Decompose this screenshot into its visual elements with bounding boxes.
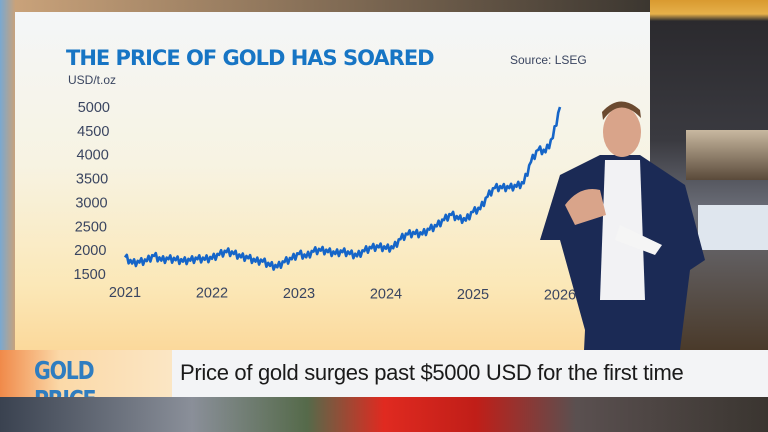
y-tick-label: 5000 <box>78 100 110 116</box>
bottom-graphics-strip <box>0 397 768 432</box>
lower-third-headline-box: Price of gold surges past $5000 USD for … <box>172 350 768 397</box>
y-tick-label: 2000 <box>74 243 106 259</box>
lower-third: GOLD PRICE Price of gold surges past $50… <box>0 350 768 414</box>
chart-title: THE PRICE OF GOLD HAS SOARED <box>66 46 434 70</box>
x-tick-label: 2021 <box>109 285 141 301</box>
chart-panel <box>15 12 650 352</box>
y-axis-label: USD/t.oz <box>68 73 116 87</box>
x-tick-label: 2024 <box>370 287 402 303</box>
x-tick-label: 2023 <box>283 286 315 302</box>
y-tick-label: 3000 <box>75 195 107 211</box>
x-tick-label: 2022 <box>196 286 228 302</box>
gold-price-line <box>123 106 562 271</box>
y-tick-label: 2500 <box>75 219 107 235</box>
x-tick-label: 2026 <box>544 288 576 304</box>
x-tick-label: 2025 <box>457 287 489 303</box>
studio-monitor <box>686 130 768 180</box>
studio-monitor <box>698 205 768 250</box>
lower-third-tag-box: GOLD PRICE <box>0 350 172 414</box>
y-tick-label: 4000 <box>77 148 109 164</box>
y-tick-label: 1500 <box>74 267 106 283</box>
y-tick-label: 3500 <box>76 172 108 188</box>
lower-third-headline: Price of gold surges past $5000 USD for … <box>180 360 684 385</box>
chart-source: Source: LSEG <box>510 53 587 67</box>
y-tick-label: 4500 <box>77 124 109 140</box>
